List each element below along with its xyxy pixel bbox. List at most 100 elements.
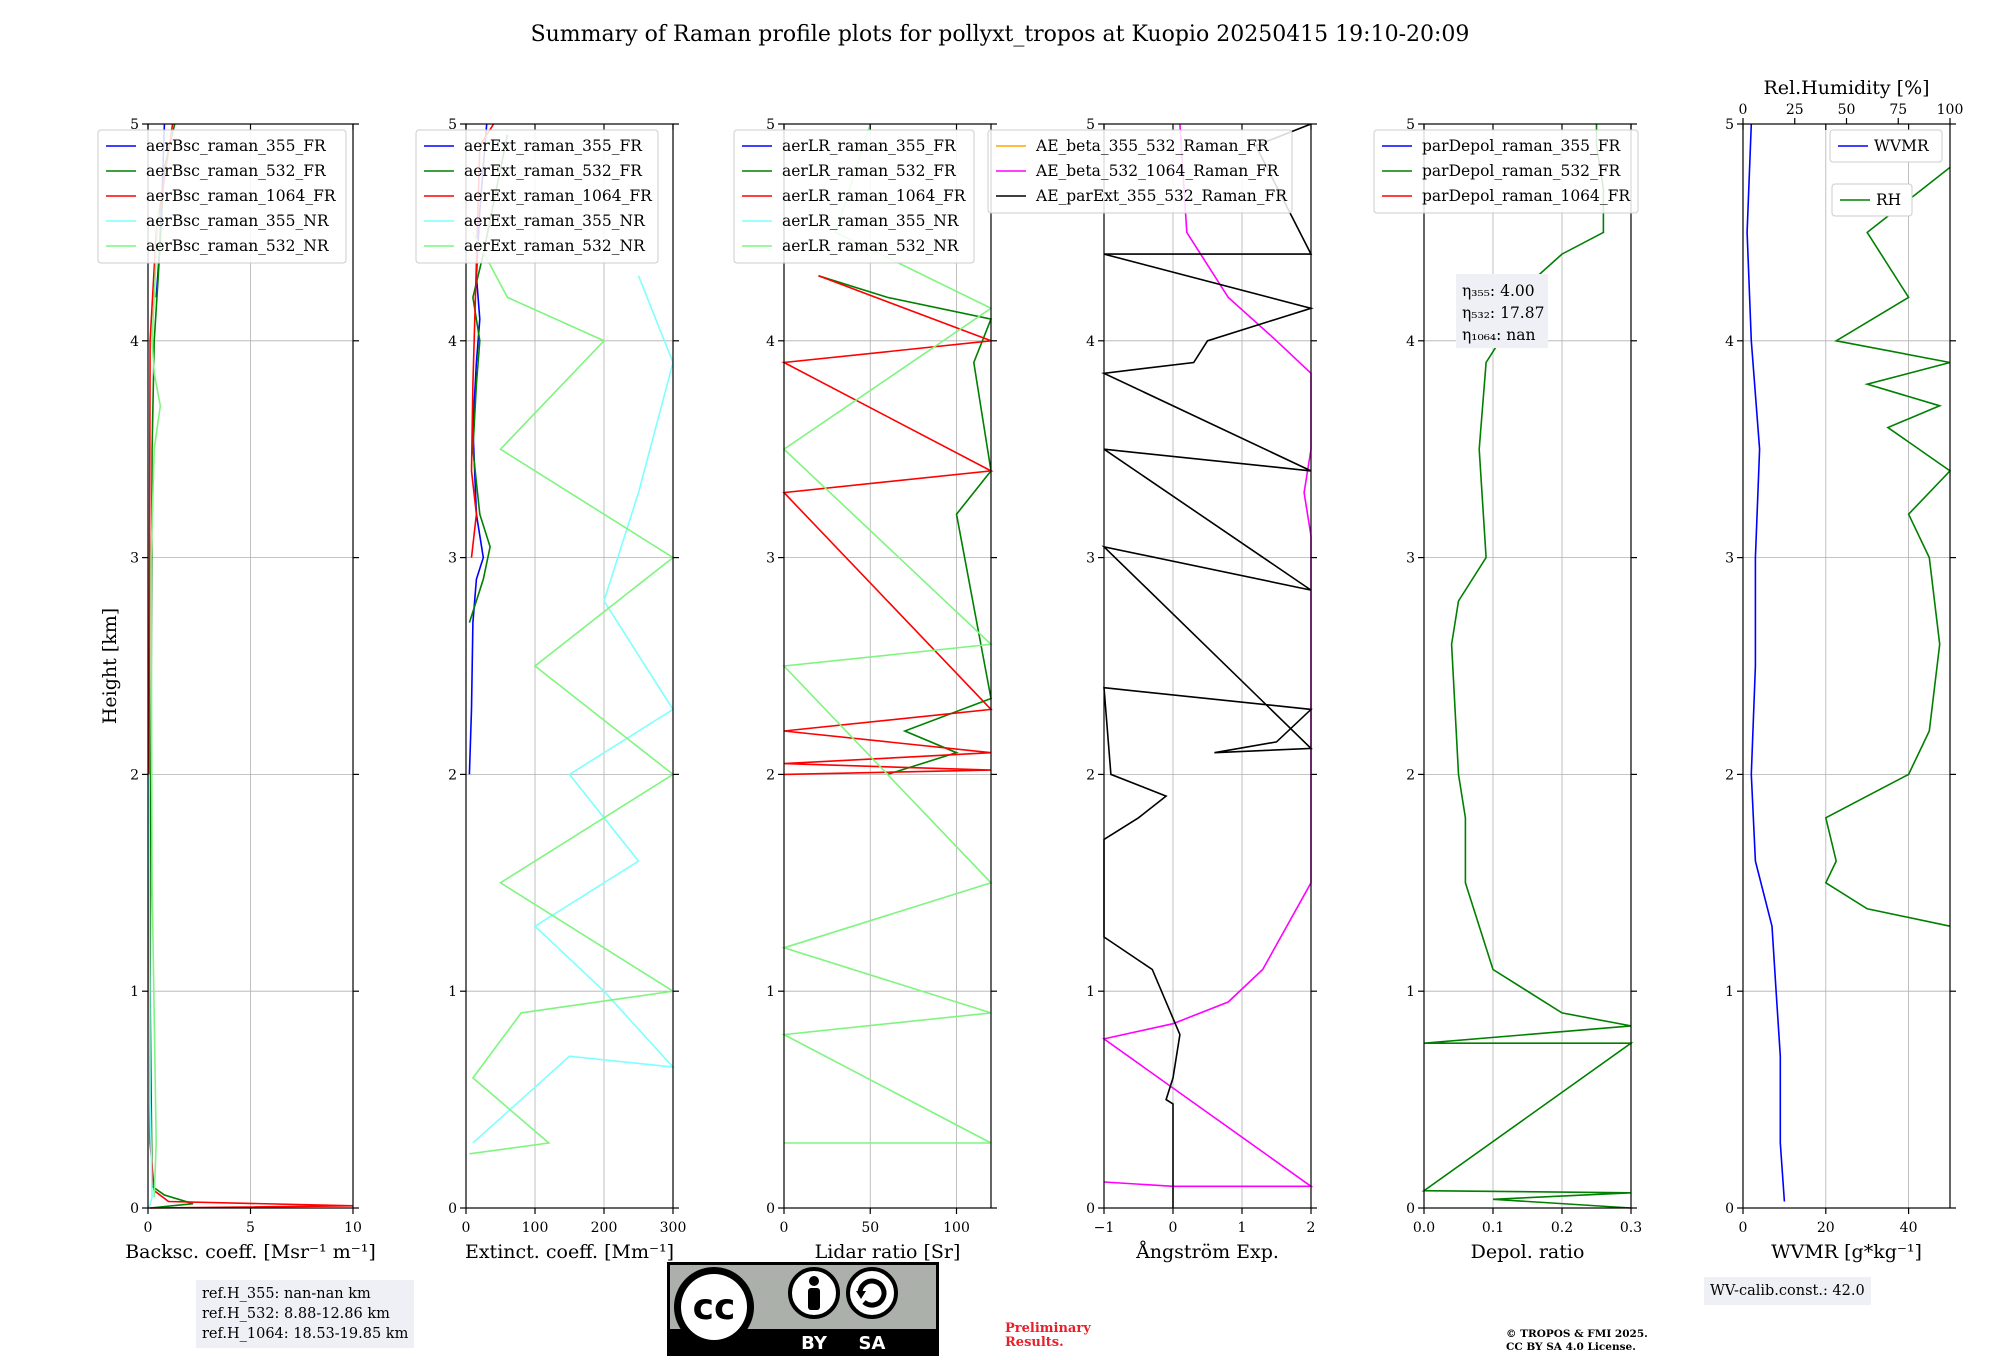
y-tick-label-5: 5 xyxy=(1725,117,1734,133)
y-tick-label-3: 3 xyxy=(130,551,139,567)
y-tick-label-1: 1 xyxy=(1086,984,1095,1000)
series-AE_beta_532_1064_Raman_FR xyxy=(1102,123,1314,1188)
x-tick-label-1: 50 xyxy=(861,1220,879,1236)
panel-wv: 0 20 40 0 1 2 3 4 5 WVMR [g*kg⁻¹] 0 25 50 75 100 Rel.Hu… xyxy=(1725,77,1963,1263)
series-parDepol_raman_532_FR xyxy=(1421,124,1634,1209)
legend-entry-0: aerLR_raman_355_FR xyxy=(782,137,957,155)
y-tick-label-5: 5 xyxy=(1406,117,1415,133)
refh-355: ref.H_355: nan-nan km xyxy=(202,1286,371,1302)
x-axis-label-depol: Depol. ratio xyxy=(1471,1241,1585,1263)
x-tick-label-0: 0 xyxy=(144,1220,153,1236)
legend-entry-2: AE_parExt_355_532_Raman_FR xyxy=(1035,187,1288,205)
legend-entry-1: aerBsc_raman_532_FR xyxy=(146,162,327,180)
x-tick-label-1: 20 xyxy=(1817,1220,1835,1236)
y-tick-label-1: 1 xyxy=(1725,984,1734,1000)
legend-entry-1: parDepol_raman_532_FR xyxy=(1422,162,1622,180)
panel-depol: 0.0 0.1 0.2 0.3 0 1 2 3 4 5 Depol. ratio parDepol_r… xyxy=(1373,117,1642,1263)
y-tick-label-3: 3 xyxy=(1725,551,1734,567)
wv-calib-const: WV-calib.const.: 42.0 xyxy=(1710,1283,1865,1299)
legend-ae: AE_beta_355_532_Raman_FR AE_beta_532_1064… xyxy=(987,129,1293,214)
legend-entry-1: aerLR_raman_532_FR xyxy=(782,162,957,180)
cc-logo-cc-text: cc xyxy=(693,1287,736,1328)
x-tick-label-2: 10 xyxy=(344,1220,362,1236)
wv-calib-box: WV-calib.const.: 42.0 xyxy=(1704,1277,1871,1305)
legend-entry-4: aerLR_raman_532_NR xyxy=(782,237,960,255)
y-tick-label-0: 0 xyxy=(130,1201,139,1217)
series-AE_parExt_355_532_Raman_FR xyxy=(1101,123,1314,1208)
series-aerExt_raman_355_NR xyxy=(472,275,676,1144)
legend-entry-2: aerLR_raman_1064_FR xyxy=(782,187,967,205)
legend-entry-4: aerExt_raman_532_NR xyxy=(464,237,646,255)
series-RH xyxy=(1824,166,1952,927)
x-tick-label-2: 200 xyxy=(591,1220,618,1236)
series-aerBsc_raman_355_NR xyxy=(148,774,153,1209)
y-tick-label-3: 3 xyxy=(1406,551,1415,567)
legend-entry-0: AE_beta_355_532_Raman_FR xyxy=(1035,137,1270,155)
y-tick-label-2: 2 xyxy=(766,767,775,783)
top-tick-label-0: 0 xyxy=(1739,102,1748,118)
series-aerExt_raman_532_NR xyxy=(469,232,676,1155)
legend-entry-4: aerBsc_raman_532_NR xyxy=(146,237,330,255)
panel-frame xyxy=(783,123,992,1209)
legend-lr: aerLR_raman_355_FR aerLR_raman_532_FR aerL… xyxy=(733,129,975,264)
y-tick-label-1: 1 xyxy=(766,984,775,1000)
x-tick-label-3: 2 xyxy=(1307,1220,1316,1236)
cc-logo-by-text: BY xyxy=(801,1333,828,1354)
eta-line-1: η₅₃₂: 17.87 xyxy=(1462,304,1544,322)
legend-wvmr: WVMR xyxy=(1829,129,1943,163)
cc-logo-sa-text: SA xyxy=(859,1333,886,1354)
legend-entry-0: aerExt_raman_355_FR xyxy=(464,137,643,155)
copyright-note: © TROPOS & FMI 2025. CC BY SA 4.0 Licens… xyxy=(1506,1328,1648,1354)
preliminary-line2: Results. xyxy=(1005,1335,1064,1350)
legend-entry-3: aerLR_raman_355_NR xyxy=(782,212,960,230)
y-tick-label-2: 2 xyxy=(448,767,457,783)
y-tick-label-1: 1 xyxy=(130,984,139,1000)
panel-ext: 0 100 200 300 0 1 2 3 4 5 Extinct. coeff. [Mm⁻¹] ae… xyxy=(415,117,686,1263)
series-aerLR_raman_532_FR xyxy=(818,275,993,776)
legend-entry-0: parDepol_raman_355_FR xyxy=(1422,137,1622,155)
x-tick-label-1: 5 xyxy=(246,1220,255,1236)
series-aerLR_raman_532_NR xyxy=(781,123,993,1144)
preliminary-results-note: Preliminary Results. xyxy=(1005,1322,1091,1350)
top-tick-label-4: 100 xyxy=(1937,102,1964,118)
preliminary-line1: Preliminary xyxy=(1005,1321,1091,1336)
x-tick-label-2: 1 xyxy=(1238,1220,1247,1236)
legend-entry-0: WVMR xyxy=(1874,137,1930,155)
legend-bsc: aerBsc_raman_355_FR aerBsc_raman_532_FRae… xyxy=(97,129,347,264)
series-aerExt_raman_532_FR xyxy=(468,134,509,623)
y-tick-label-4: 4 xyxy=(1406,334,1415,350)
series-aerBsc_raman_1064_FR xyxy=(148,123,354,1209)
x-tick-label-0: −1 xyxy=(1094,1220,1115,1236)
x-axis-label-lr: Lidar ratio [Sr] xyxy=(815,1241,961,1263)
y-tick-label-2: 2 xyxy=(1725,767,1734,783)
y-tick-label-5: 5 xyxy=(766,117,775,133)
y-axis-label: Height [km] xyxy=(99,608,121,724)
y-tick-label-4: 4 xyxy=(766,334,775,350)
y-tick-label-0: 0 xyxy=(766,1201,775,1217)
panel-frame xyxy=(1103,123,1312,1209)
cc-license-logo: cc BY SA xyxy=(667,1262,939,1356)
y-tick-label-0: 0 xyxy=(1406,1201,1415,1217)
refh-1064: ref.H_1064: 18.53-19.85 km xyxy=(202,1326,409,1342)
legend-entry-2: aerExt_raman_1064_FR xyxy=(464,187,653,205)
angstrom-eta-annotation: η₃₅₅: 4.00 η₅₃₂: 17.87 η₁₀₆₄: nan xyxy=(1456,274,1548,348)
y-tick-label-1: 1 xyxy=(448,984,457,1000)
x-axis-label-ext: Extinct. coeff. [Mm⁻¹] xyxy=(465,1241,674,1263)
y-tick-label-5: 5 xyxy=(1086,117,1095,133)
panel-frame xyxy=(1742,123,1951,1209)
y-tick-label-0: 0 xyxy=(1086,1201,1095,1217)
legend-entry-2: parDepol_raman_1064_FR xyxy=(1422,187,1631,205)
x-tick-label-0: 0 xyxy=(1739,1220,1748,1236)
x-tick-label-0: 0.0 xyxy=(1413,1220,1435,1236)
copyright-line2: CC BY SA 4.0 License. xyxy=(1506,1341,1636,1353)
y-tick-label-0: 0 xyxy=(1725,1201,1734,1217)
panel-lr: 0 50 100 0 1 2 3 4 5 Lidar ratio [Sr] aerLR_raman_… xyxy=(733,117,997,1263)
reference-height-box: ref.H_355: nan-nan km ref.H_532: 8.88-12… xyxy=(196,1280,415,1348)
x-axis-label-ae: Ångström Exp. xyxy=(1135,1241,1279,1263)
x-tick-label-0: 0 xyxy=(462,1220,471,1236)
legend-ext: aerExt_raman_355_FR aerExt_raman_532_FRae… xyxy=(415,129,659,264)
x-axis-label-wv: WVMR [g*kg⁻¹] xyxy=(1771,1241,1922,1263)
y-tick-label-4: 4 xyxy=(130,334,139,350)
y-tick-label-2: 2 xyxy=(1406,767,1415,783)
x-axis-label-bsc: Backsc. coeff. [Msr⁻¹ m⁻¹] xyxy=(125,1241,376,1263)
